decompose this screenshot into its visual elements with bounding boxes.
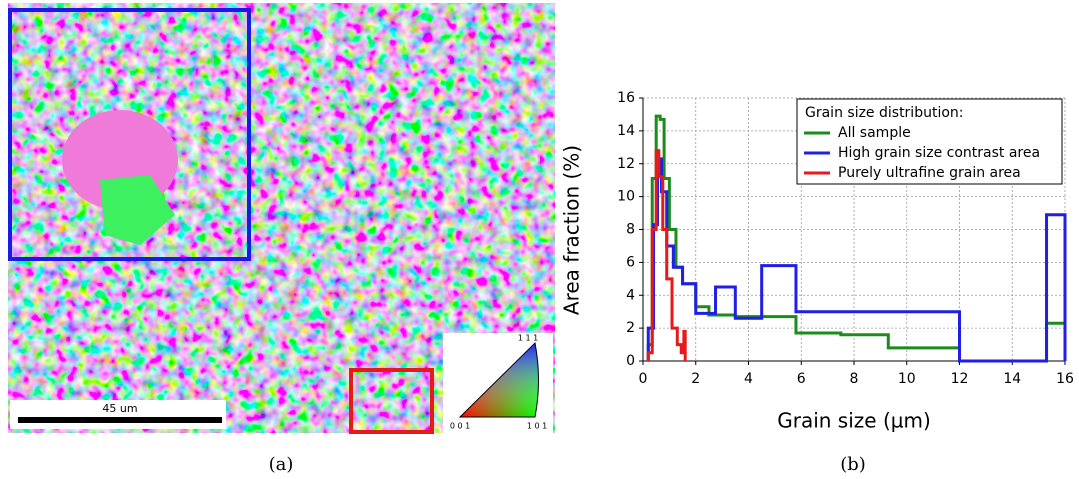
ipf-label: 0 0 1 (450, 422, 470, 431)
legend-title: Grain size distribution: (805, 105, 964, 121)
blue-region-box (8, 8, 251, 261)
y-tick-label: 16 (617, 90, 635, 106)
chart: 0 2 4 6 8 10 12 14 16 0 2 4 6 8 10 12 14 16 Grain size (µm… (560, 90, 1074, 433)
y-tick-label: 2 (626, 320, 635, 336)
scale-bar-label: 45 um (102, 402, 137, 415)
y-tick-label: 12 (617, 156, 635, 172)
x-tick-label: 16 (1056, 371, 1074, 387)
x-tick-label: 8 (850, 371, 859, 387)
y-tick-label: 8 (626, 222, 635, 238)
series-line (646, 149, 687, 361)
legend-label: Purely ultrafine grain area (838, 165, 1021, 181)
y-tick-label: 14 (617, 123, 635, 139)
ipf-label: 1 1 1 (518, 334, 538, 343)
legend-label: All sample (838, 125, 911, 141)
ipf-label: 1 0 1 (527, 422, 547, 431)
caption: (a) (269, 454, 294, 475)
x-tick-label: 10 (898, 371, 916, 387)
x-tick-label: 6 (797, 371, 806, 387)
y-tick-label: 4 (626, 287, 635, 303)
y-tick-label: 6 (626, 254, 635, 270)
x-tick-label: 12 (951, 371, 969, 387)
scale-bar-bg (10, 400, 226, 429)
y-axis-title: Area fraction (%) (560, 145, 584, 315)
series-line (646, 157, 1067, 363)
legend-label: High grain size contrast area (838, 145, 1040, 161)
red-region-box (349, 368, 434, 434)
x-tick-label: 2 (691, 371, 700, 387)
y-tick-label: 0 (626, 353, 635, 369)
y-tick-label: 10 (617, 189, 635, 205)
caption: (b) (840, 454, 866, 475)
x-tick-label: 14 (1003, 371, 1021, 387)
ebsd-map: 45 um 1 1 1 0 0 1 1 0 1 (8, 3, 555, 434)
legend-box (796, 98, 1063, 185)
ipf-triangle-overlay (458, 341, 539, 418)
large-grain (100, 175, 175, 245)
x-axis-title: Grain size (µm) (777, 409, 931, 433)
x-tick-label: 4 (744, 371, 753, 387)
scale-bar (18, 417, 222, 423)
x-tick-label: 0 (639, 371, 648, 387)
